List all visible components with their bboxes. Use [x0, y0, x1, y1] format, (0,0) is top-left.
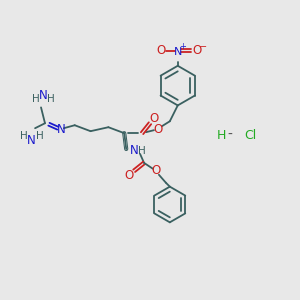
Text: +: +: [179, 43, 186, 52]
Text: −: −: [200, 42, 208, 52]
Text: N: N: [27, 134, 35, 147]
Text: H: H: [217, 129, 226, 142]
Text: O: O: [153, 123, 163, 136]
Text: Cl: Cl: [244, 129, 256, 142]
Text: N: N: [130, 145, 139, 158]
Text: H: H: [32, 94, 40, 104]
Text: O: O: [192, 44, 201, 57]
Text: N: N: [174, 47, 182, 57]
Text: O: O: [149, 112, 159, 125]
Text: N: N: [39, 89, 47, 102]
Text: O: O: [151, 164, 160, 177]
Text: H: H: [47, 94, 55, 104]
Text: H: H: [138, 146, 146, 156]
Text: N: N: [56, 123, 65, 136]
Text: O: O: [124, 169, 134, 182]
Text: H: H: [20, 131, 28, 141]
Text: -: -: [228, 128, 233, 142]
Text: O: O: [156, 44, 166, 57]
Text: H: H: [36, 131, 44, 141]
